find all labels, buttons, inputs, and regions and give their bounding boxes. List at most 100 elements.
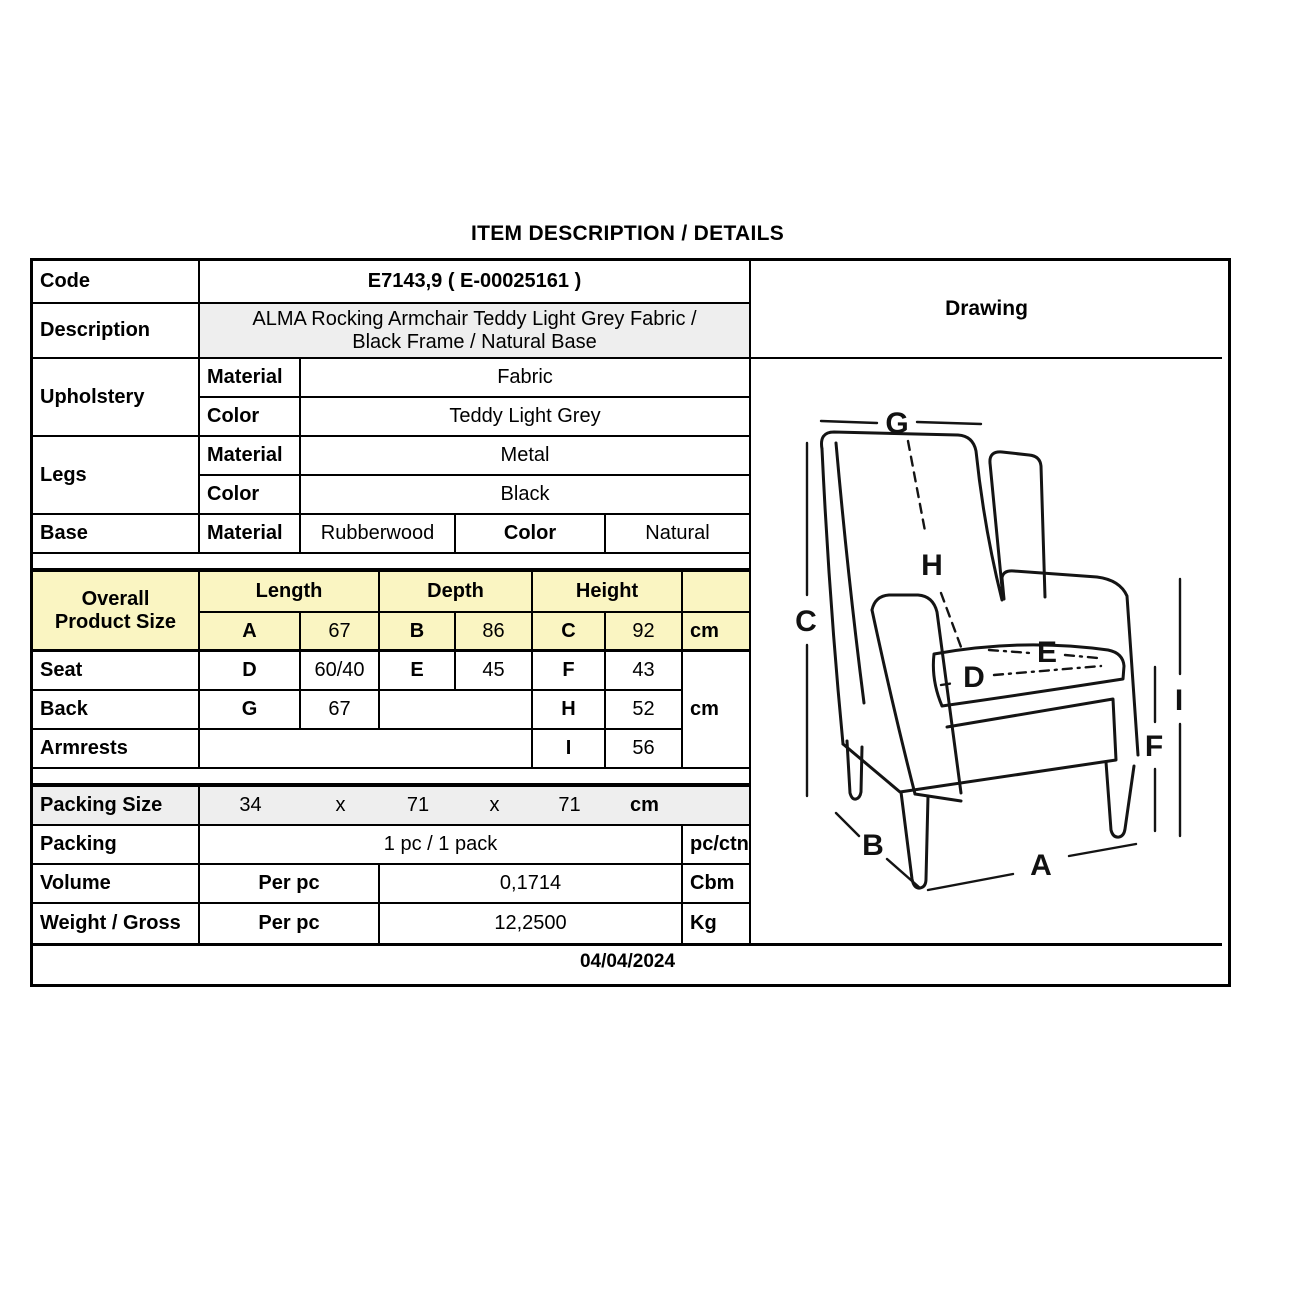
chair-arm-right bbox=[1000, 569, 1140, 757]
size-unit: cm bbox=[683, 613, 751, 652]
spacer-row-1 bbox=[33, 554, 751, 572]
chair-leg-front-right bbox=[1104, 760, 1136, 839]
spacer-row-2 bbox=[33, 769, 751, 787]
legs-label: Legs bbox=[33, 437, 200, 515]
size-height-header: Height bbox=[533, 572, 683, 613]
description-label: Description bbox=[33, 304, 200, 359]
dim-line-a bbox=[926, 842, 1138, 892]
packing-value: 1 pc / 1 pack bbox=[200, 826, 683, 865]
chair-back-left-outer bbox=[820, 447, 845, 746]
armrests-label: Armrests bbox=[33, 730, 200, 769]
size-key-a: A bbox=[200, 613, 301, 652]
chair-back-top bbox=[820, 430, 1004, 602]
upholstery-color-label: Color bbox=[200, 398, 301, 437]
packing-size-values: 34 x 71 x 71 cm bbox=[200, 787, 751, 826]
code-label: Code bbox=[33, 261, 200, 304]
packing-size-label: Packing Size bbox=[33, 787, 200, 826]
seat-label: Seat bbox=[33, 652, 200, 691]
description-value: ALMA Rocking Armchair Teddy Light Grey F… bbox=[200, 304, 751, 359]
back-label: Back bbox=[33, 691, 200, 730]
chair-arm-left-bottom bbox=[913, 792, 963, 803]
chair-wing-left bbox=[988, 461, 1005, 600]
packing-size-x2: x bbox=[489, 794, 500, 816]
dim-label-c: C bbox=[795, 605, 817, 638]
dim-line-e bbox=[987, 648, 1100, 660]
back-key-g: G bbox=[200, 691, 301, 730]
armrests-empty bbox=[200, 730, 533, 769]
legs-color-label: Color bbox=[200, 476, 301, 515]
size-unit-2: cm bbox=[683, 652, 751, 769]
upholstery-material-value: Fabric bbox=[301, 359, 751, 398]
dim-label-e: E bbox=[1037, 636, 1057, 669]
chair-seat-cushion bbox=[931, 643, 1126, 708]
size-key-c: C bbox=[533, 613, 606, 652]
dim-line-b bbox=[834, 811, 922, 890]
chair-arm-left bbox=[870, 593, 963, 795]
volume-unit: Cbm bbox=[683, 865, 751, 904]
dim-label-h: H bbox=[921, 549, 943, 582]
legs-material-value: Metal bbox=[301, 437, 751, 476]
base-material-value: Rubberwood bbox=[301, 515, 456, 554]
seat-key-e: E bbox=[380, 652, 456, 691]
weight-unit: Kg bbox=[683, 904, 751, 943]
back-val-g: 67 bbox=[301, 691, 380, 730]
weight-label: Weight / Gross bbox=[33, 904, 200, 943]
base-material-label: Material bbox=[200, 515, 301, 554]
back-empty bbox=[380, 691, 533, 730]
armrests-key-i: I bbox=[533, 730, 606, 769]
chair-leg-rear-left bbox=[845, 739, 864, 801]
packing-size-dim2: 71 bbox=[406, 794, 430, 816]
back-val-h: 52 bbox=[606, 691, 683, 730]
size-val-b: 86 bbox=[456, 613, 533, 652]
drawing-section: Drawing bbox=[751, 261, 1222, 943]
seat-val-e: 45 bbox=[456, 652, 533, 691]
weight-per: Per pc bbox=[200, 904, 380, 943]
packing-size-dim1: 34 bbox=[239, 794, 262, 816]
size-overall-label: Overall Product Size bbox=[33, 572, 200, 652]
dim-label-d: D bbox=[963, 661, 985, 694]
dim-label-f: F bbox=[1145, 730, 1163, 763]
size-val-a: 67 bbox=[301, 613, 380, 652]
size-val-c: 92 bbox=[606, 613, 683, 652]
armchair-drawing: G H C E D I F B A bbox=[795, 407, 1183, 892]
dim-label-b: B bbox=[862, 829, 884, 862]
seat-val-f: 43 bbox=[606, 652, 683, 691]
packing-size-unit: cm bbox=[630, 794, 659, 816]
packing-size-dim3: 71 bbox=[558, 794, 581, 816]
base-color-value: Natural bbox=[606, 515, 751, 554]
packing-size-x1: x bbox=[335, 794, 346, 816]
packing-unit: pc/ctn bbox=[683, 826, 751, 865]
upholstery-label: Upholstery bbox=[33, 359, 200, 437]
back-key-h: H bbox=[533, 691, 606, 730]
volume-label: Volume bbox=[33, 865, 200, 904]
dim-label-a: A bbox=[1030, 849, 1052, 882]
chair-arm-right-edge bbox=[1000, 576, 1006, 601]
legs-material-label: Material bbox=[200, 437, 301, 476]
volume-per: Per pc bbox=[200, 865, 380, 904]
dim-line-d bbox=[939, 664, 1103, 687]
weight-value: 12,2500 bbox=[380, 904, 683, 943]
seat-val-d: 60/40 bbox=[301, 652, 380, 691]
dim-line-g bbox=[819, 419, 983, 426]
packing-label: Packing bbox=[33, 826, 200, 865]
dim-label-i: I bbox=[1175, 684, 1183, 717]
seat-key-f: F bbox=[533, 652, 606, 691]
dim-line-h bbox=[906, 439, 963, 649]
drawing-header: Drawing bbox=[751, 261, 1222, 359]
dim-label-g: G bbox=[885, 407, 908, 440]
description-line1: ALMA Rocking Armchair Teddy Light Grey F… bbox=[252, 307, 697, 330]
size-length-header: Length bbox=[200, 572, 380, 613]
base-color-label: Color bbox=[456, 515, 606, 554]
description-line2: Black Frame / Natural Base bbox=[352, 330, 597, 353]
spec-table: Code E7143,9 ( E-00025161 ) Description … bbox=[30, 258, 1231, 987]
size-key-b: B bbox=[380, 613, 456, 652]
seat-key-d: D bbox=[200, 652, 301, 691]
base-label: Base bbox=[33, 515, 200, 554]
size-header-empty bbox=[683, 572, 751, 613]
legs-color-value: Black bbox=[301, 476, 751, 515]
code-value: E7143,9 ( E-00025161 ) bbox=[200, 261, 751, 304]
chair-wing bbox=[988, 450, 1047, 599]
size-depth-header: Depth bbox=[380, 572, 533, 613]
chair-arm-left-front bbox=[870, 608, 917, 796]
